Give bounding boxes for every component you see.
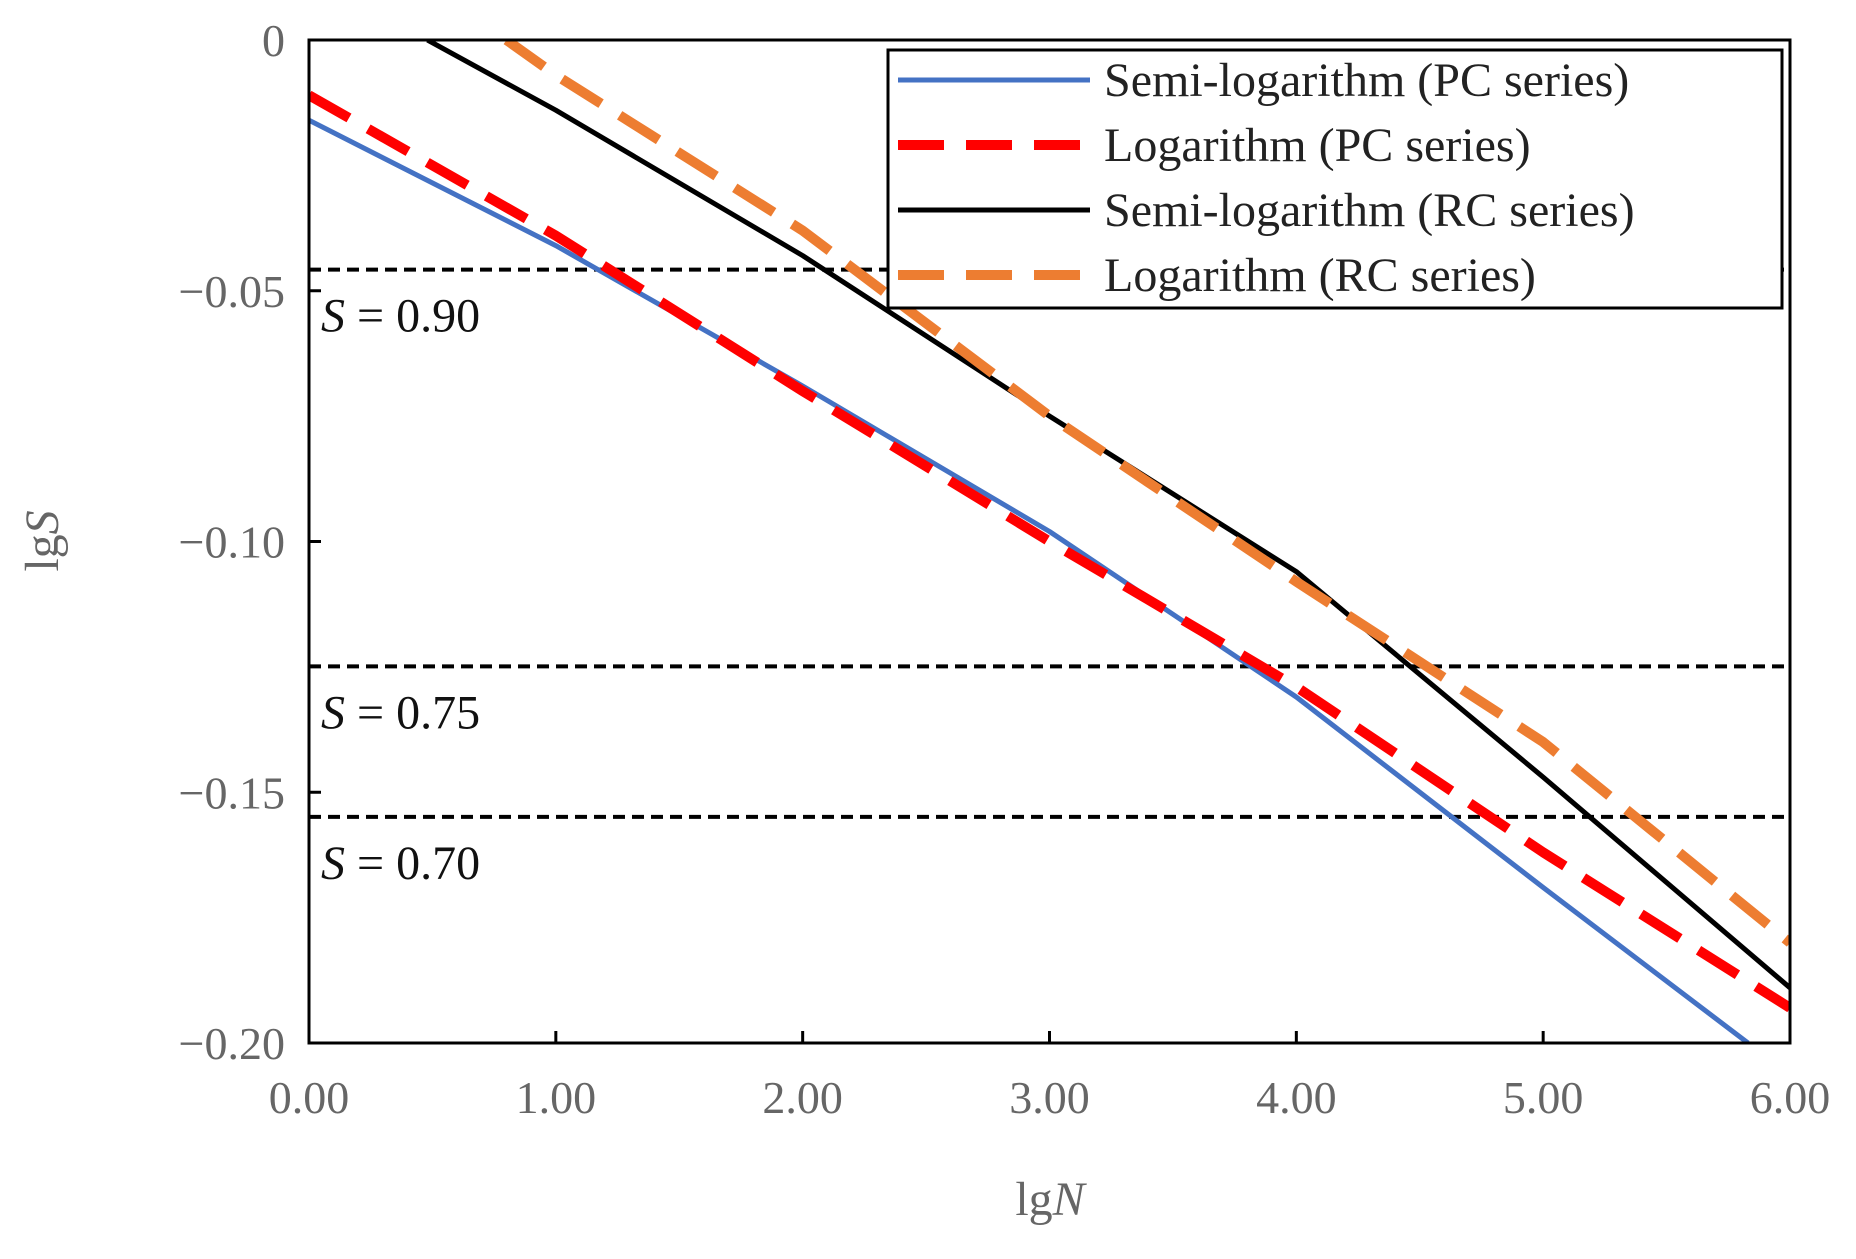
x-tick-labels: 0.00 1.00 2.00 3.00 4.00 5.00 6.00 xyxy=(269,1072,1831,1123)
series-line-1 xyxy=(309,90,1790,1013)
x-tick-label-1: 1.00 xyxy=(516,1072,597,1123)
series-lines xyxy=(309,40,1790,1043)
reference-label-var: S xyxy=(321,837,345,890)
series-line-2 xyxy=(426,40,1790,990)
reference-label-value: = 0.90 xyxy=(345,290,480,343)
x-axis-title-prefix: lg xyxy=(1015,1173,1052,1226)
reference-label-1: S = 0.75 xyxy=(321,686,480,739)
x-tick-label-6: 6.00 xyxy=(1750,1072,1831,1123)
y-tick-labels: 0 −0.05 −0.10 −0.15 −0.20 xyxy=(179,15,285,1069)
reference-labels: S = 0.90S = 0.75S = 0.70 xyxy=(321,290,480,890)
series-line-3 xyxy=(503,40,1790,947)
x-tick-label-0: 0.00 xyxy=(269,1072,350,1123)
reference-lines xyxy=(309,267,1790,819)
legend-box xyxy=(886,48,1784,310)
y-axis-title-prefix: lg xyxy=(16,534,69,571)
axis-ticks xyxy=(307,38,1792,1045)
y-axis-title-var: S xyxy=(16,510,69,534)
y-tick-label-4: −0.20 xyxy=(179,1018,285,1069)
series-line-0 xyxy=(309,117,1750,1043)
y-tick-label-0: 0 xyxy=(262,15,285,66)
x-tick-label-2: 2.00 xyxy=(762,1072,843,1123)
legend: Semi-logarithm (PC series) Logarithm (PC … xyxy=(886,48,1784,310)
reference-label-value: = 0.75 xyxy=(345,686,480,739)
y-tick-label-2: −0.10 xyxy=(179,517,285,568)
y-tick-label-1: −0.05 xyxy=(179,266,285,317)
reference-label-value: = 0.70 xyxy=(345,837,480,890)
x-tick-label-3: 3.00 xyxy=(1009,1072,1090,1123)
legend-label-1: Logarithm (PC series) xyxy=(1104,119,1531,172)
legend-label-2: Semi-logarithm (RC series) xyxy=(1104,184,1635,237)
legend-label-0: Semi-logarithm (PC series) xyxy=(1104,54,1629,107)
x-tick-label-5: 5.00 xyxy=(1503,1072,1584,1123)
y-axis-title: lgS xyxy=(16,510,69,571)
reference-label-var: S xyxy=(321,290,345,343)
x-axis-title-var: N xyxy=(1052,1173,1088,1226)
reference-label-0: S = 0.90 xyxy=(321,290,480,343)
x-axis-title: lgN xyxy=(1015,1173,1087,1226)
legend-label-3: Logarithm (RC series) xyxy=(1104,249,1536,302)
reference-label-var: S xyxy=(321,686,345,739)
reference-label-2: S = 0.70 xyxy=(321,837,480,890)
x-tick-label-4: 4.00 xyxy=(1256,1072,1337,1123)
y-tick-label-3: −0.15 xyxy=(179,767,285,818)
